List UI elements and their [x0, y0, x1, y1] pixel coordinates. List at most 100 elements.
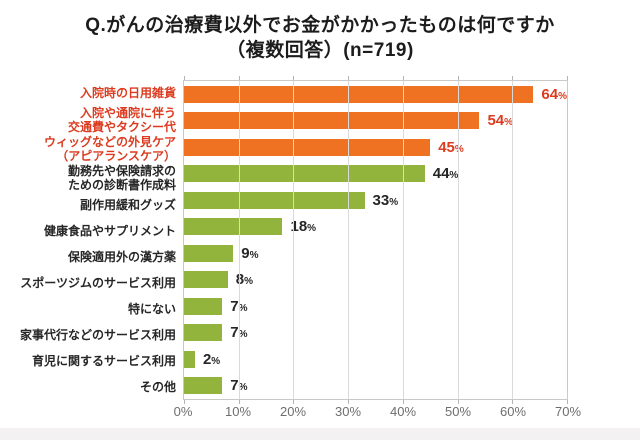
bar-row: 7%	[184, 293, 567, 320]
category-label: 家事代行などのサービス利用	[19, 327, 176, 342]
bar-row: 33%	[184, 187, 567, 214]
bar	[184, 218, 283, 236]
value-number: 9	[241, 244, 250, 262]
category-label: 入院時の日用雑貨	[79, 85, 176, 100]
x-axis: 0% 10% 20% 30% 40% 50% 60% 70%	[174, 404, 581, 424]
value-number: 54	[487, 112, 505, 130]
gridline	[348, 81, 350, 399]
gridline	[238, 81, 240, 399]
value-label: 64%	[541, 87, 567, 102]
value-number: 44	[432, 165, 450, 183]
axis-tick	[184, 76, 185, 80]
value-percent-sign: %	[307, 223, 317, 235]
value-label: 18%	[290, 219, 316, 234]
value-number: 33	[372, 191, 390, 209]
axis-tick	[567, 400, 568, 404]
x-axis-label: 60%	[499, 404, 527, 419]
value-label: 45%	[438, 140, 464, 155]
x-axis-label: 20%	[279, 404, 307, 419]
axis-tick	[184, 400, 185, 404]
x-axis-label: 30%	[334, 404, 362, 419]
value-label: 7%	[230, 378, 247, 393]
category-label: 保険適用外の漢方薬	[67, 250, 176, 265]
bar-row: 18%	[184, 214, 567, 241]
value-label: 44%	[433, 166, 459, 181]
value-percent-sign: %	[558, 90, 567, 102]
value-percent-sign: %	[211, 355, 221, 367]
chart-title-line1: Q.がんの治療費以外でお金がかかったものは何ですか	[85, 15, 555, 36]
bar	[184, 85, 534, 103]
axis-tick	[512, 400, 514, 404]
x-axis-label: 40%	[389, 404, 417, 419]
gridline	[402, 81, 404, 399]
bar	[184, 377, 223, 395]
axis-tick	[238, 400, 240, 404]
axis-tick	[457, 76, 459, 80]
axis-tick	[293, 76, 295, 80]
category-label: 育児に関するサービス利用	[31, 353, 176, 368]
value-number: 7	[230, 297, 239, 315]
category-label: 勤務先や保険請求の ための診断書作成料	[67, 163, 176, 192]
value-label: 8%	[236, 272, 253, 287]
value-percent-sign: %	[244, 276, 254, 288]
value-label: 33%	[373, 193, 399, 208]
value-percent-sign: %	[249, 249, 259, 261]
category-label: 副作用緩和グッズ	[79, 198, 176, 213]
bar-row: 54%	[184, 108, 567, 135]
value-percent-sign: %	[238, 302, 248, 314]
value-number: 7	[230, 377, 239, 395]
bars-container: 64% 54% 45% 44% 33% 18% 9% 8% 7% 7% 2% 7%	[184, 81, 567, 399]
value-label: 7%	[230, 299, 247, 314]
axis-tick	[567, 76, 568, 80]
value-percent-sign: %	[454, 143, 464, 155]
bar	[184, 297, 223, 315]
value-label: 2%	[203, 352, 220, 367]
category-label: その他	[139, 379, 176, 394]
value-label: 9%	[241, 246, 258, 261]
bar	[184, 138, 431, 156]
category-label: 健康食品やサプリメント	[43, 224, 176, 239]
axis-tick	[512, 76, 514, 80]
bar	[184, 350, 195, 368]
value-percent-sign: %	[449, 170, 459, 182]
bar-row: 7%	[184, 373, 567, 400]
category-labels: 入院時の日用雑貨入院や通院に伴う 交通費やタクシー代 ウィッグなどの外見ケア （ア…	[0, 80, 176, 400]
gridline	[457, 81, 459, 399]
bar	[184, 112, 480, 130]
bar-row: 2%	[184, 346, 567, 373]
value-number: 64	[541, 85, 559, 103]
value-number: 2	[202, 350, 212, 368]
bar-row: 8%	[184, 267, 567, 294]
value-percent-sign: %	[238, 329, 248, 341]
axis-tick	[457, 400, 459, 404]
footer-strip	[0, 428, 640, 440]
axis-tick	[348, 400, 350, 404]
value-number: 7	[230, 324, 239, 342]
gridline	[293, 81, 295, 399]
value-label: 54%	[487, 113, 513, 128]
bar	[184, 271, 228, 289]
axis-tick	[402, 400, 404, 404]
x-axis-label: 50%	[444, 404, 472, 419]
axis-tick	[293, 400, 295, 404]
value-percent-sign: %	[389, 196, 399, 208]
bar-row: 45%	[184, 134, 567, 161]
axis-tick	[238, 76, 240, 80]
plot-area: 64% 54% 45% 44% 33% 18% 9% 8% 7% 7% 2% 7%	[183, 76, 568, 404]
bar-row: 44%	[184, 161, 567, 188]
bar-row: 64%	[184, 81, 567, 108]
value-number: 45	[438, 138, 455, 156]
bar	[184, 244, 234, 262]
chart-title: Q.がんの治療費以外でお金がかかったものは何ですか （複数回答）(n=719)	[0, 13, 640, 64]
value-number: 18	[290, 218, 308, 236]
value-label: 7%	[230, 325, 247, 340]
x-axis-label: 10%	[224, 404, 252, 419]
bar	[184, 165, 425, 183]
bar-row: 9%	[184, 240, 567, 267]
bar	[184, 191, 365, 209]
category-label: 入院や通院に伴う 交通費やタクシー代	[67, 105, 176, 135]
chart-title-line2: （複数回答）(n=719)	[226, 40, 414, 62]
bar	[184, 324, 223, 342]
category-label: ウィッグなどの外見ケア （アピアランスケア）	[43, 134, 176, 164]
axis-tick	[348, 76, 350, 80]
